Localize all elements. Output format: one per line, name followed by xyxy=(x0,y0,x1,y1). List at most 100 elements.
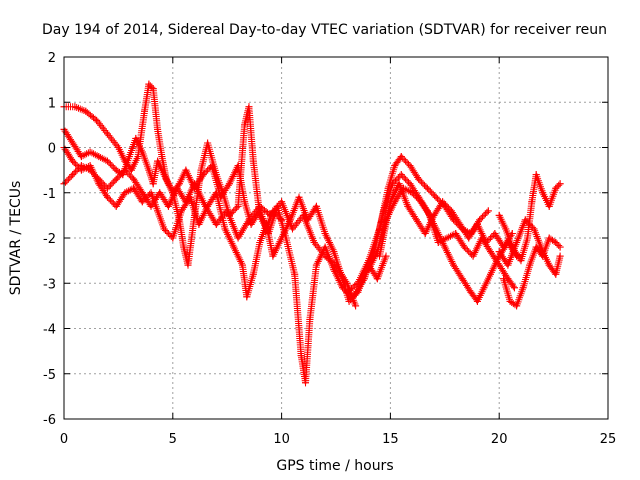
data-point xyxy=(160,171,168,179)
series-track-i xyxy=(495,171,564,265)
data-point xyxy=(406,162,414,170)
data-point xyxy=(469,252,477,260)
data-point xyxy=(154,125,162,133)
data-point xyxy=(495,211,503,219)
x-tick-label: 0 xyxy=(60,432,68,447)
data-point xyxy=(182,166,190,174)
data-point xyxy=(545,261,553,269)
data-point xyxy=(69,171,77,179)
chart-title: Day 194 of 2014, Sidereal Day-to-day VTE… xyxy=(42,22,607,38)
data-point xyxy=(245,103,253,111)
data-point xyxy=(382,252,390,260)
data-point xyxy=(495,248,503,256)
data-point xyxy=(480,284,488,292)
data-point xyxy=(310,239,318,247)
data-point xyxy=(138,198,146,206)
data-point xyxy=(262,220,270,228)
x-tick-label: 20 xyxy=(491,432,508,447)
data-point xyxy=(95,175,103,183)
data-point xyxy=(523,234,531,242)
data-point xyxy=(234,162,242,170)
data-point xyxy=(465,234,473,242)
data-point xyxy=(160,225,168,233)
data-point xyxy=(413,216,421,224)
data-point xyxy=(302,379,310,387)
data-point xyxy=(504,261,512,269)
data-point xyxy=(417,198,425,206)
data-point xyxy=(256,202,264,210)
data-point xyxy=(223,207,231,215)
data-point xyxy=(467,288,475,296)
data-point xyxy=(439,198,447,206)
data-point xyxy=(173,184,181,192)
data-point xyxy=(432,193,440,201)
data-point xyxy=(197,166,205,174)
data-point xyxy=(158,153,166,161)
data-point xyxy=(495,261,503,269)
data-point xyxy=(532,243,540,251)
x-tick-label: 15 xyxy=(382,432,399,447)
data-point xyxy=(545,202,553,210)
y-tick-label: -5 xyxy=(43,368,56,383)
y-tick-label: -2 xyxy=(43,232,56,247)
data-point xyxy=(104,130,112,138)
data-point xyxy=(397,171,405,179)
data-point xyxy=(112,175,120,183)
series-track-h xyxy=(376,180,516,260)
data-point xyxy=(545,234,553,242)
data-point xyxy=(195,220,203,228)
data-point xyxy=(539,248,547,256)
data-point xyxy=(112,166,120,174)
data-point xyxy=(138,148,146,156)
data-point xyxy=(484,207,492,215)
data-point xyxy=(169,234,177,242)
data-point xyxy=(145,166,153,174)
data-point xyxy=(145,80,153,88)
data-point xyxy=(199,171,207,179)
data-point xyxy=(386,198,394,206)
data-point xyxy=(443,234,451,242)
y-tick-label: -1 xyxy=(43,187,56,202)
data-point xyxy=(434,239,442,247)
data-point xyxy=(406,180,414,188)
data-point xyxy=(450,261,458,269)
data-point xyxy=(77,153,85,161)
data-point xyxy=(134,153,142,161)
data-point xyxy=(212,220,220,228)
data-point xyxy=(147,189,155,197)
data-point xyxy=(297,352,305,360)
data-point xyxy=(267,211,275,219)
data-point xyxy=(389,180,397,188)
data-point xyxy=(506,297,514,305)
data-point xyxy=(69,139,77,147)
data-point xyxy=(93,116,101,124)
data-point xyxy=(104,193,112,201)
data-point xyxy=(486,270,494,278)
plot-data xyxy=(60,80,564,387)
data-point xyxy=(184,261,192,269)
data-point xyxy=(138,189,146,197)
data-point xyxy=(149,85,157,93)
data-point xyxy=(225,180,233,188)
data-point xyxy=(154,157,162,165)
data-point xyxy=(513,302,521,310)
data-point xyxy=(482,239,490,247)
data-point xyxy=(154,207,162,215)
data-point xyxy=(456,220,464,228)
x-tick-label: 5 xyxy=(169,432,177,447)
data-point xyxy=(230,243,238,251)
data-point xyxy=(234,234,242,242)
data-point xyxy=(71,103,79,111)
data-point xyxy=(500,275,508,283)
data-point xyxy=(349,293,357,301)
data-point xyxy=(278,234,286,242)
data-point xyxy=(180,243,188,251)
data-point xyxy=(256,239,264,247)
data-point xyxy=(473,297,481,305)
y-tick-label: -6 xyxy=(43,413,56,428)
data-point xyxy=(241,121,249,129)
x-tick-label: 25 xyxy=(600,432,617,447)
data-point xyxy=(204,139,212,147)
